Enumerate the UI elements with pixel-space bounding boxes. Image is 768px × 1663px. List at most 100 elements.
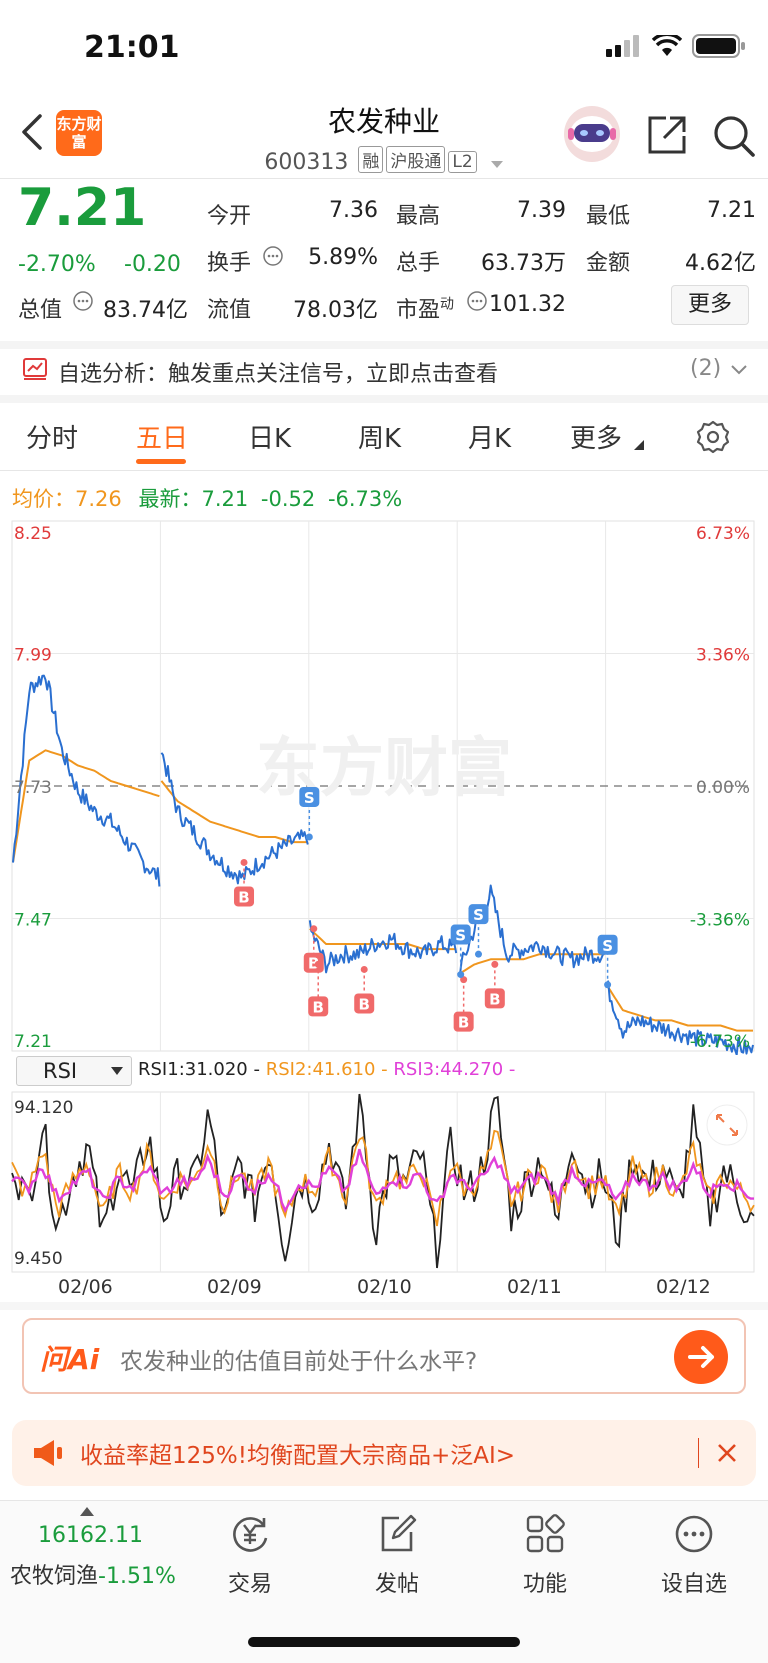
svg-text:B: B	[458, 1014, 469, 1032]
ask-ai-box[interactable]: 问Ai 农发种业的估值目前处于什么水平?	[22, 1318, 746, 1394]
stat-value-open: 7.36	[329, 198, 378, 223]
stock-subtitle[interactable]: 600313 融沪股通 L2	[0, 146, 768, 175]
tab-intraday[interactable]: 分时	[26, 424, 79, 454]
close-icon[interactable]	[716, 1442, 738, 1464]
arrow-right-icon	[688, 1346, 714, 1368]
stat-label-amount: 金额	[586, 251, 631, 276]
stat-label-mktcap: 总值	[18, 298, 63, 323]
sell-signal[interactable]: S	[597, 934, 618, 989]
index-change: -1.51%	[98, 1564, 176, 1589]
sell-signal[interactable]: S	[450, 924, 471, 979]
info-icon[interactable]	[262, 245, 284, 267]
nav-item-trade[interactable]: 交易	[210, 1510, 290, 1600]
stat-label-float: 流值	[207, 298, 252, 323]
svg-text:S: S	[304, 789, 315, 807]
grid-icon	[526, 1514, 565, 1553]
rsi2-label: RSI2:41.610 -	[265, 1059, 388, 1080]
tab-weekly-k[interactable]: 周K	[358, 424, 402, 454]
rsi1-label: RSI1:31.020 -	[138, 1059, 260, 1080]
nav-item-post[interactable]: 发帖	[357, 1510, 437, 1600]
chart-alert-icon	[23, 358, 47, 380]
indicator-name: RSI	[43, 1059, 78, 1083]
ask-submit-button[interactable]	[674, 1330, 728, 1384]
svg-text:B: B	[489, 990, 500, 1008]
status-icons	[606, 34, 746, 58]
tag-margin: 融	[358, 146, 384, 173]
gear-icon[interactable]	[696, 420, 730, 454]
home-indicator[interactable]	[248, 1637, 520, 1647]
price-axis-label: 7.47	[14, 911, 52, 931]
index-line[interactable]: 农牧饲渔-1.51%	[10, 1558, 176, 1590]
buy-signal[interactable]: B	[234, 858, 255, 907]
avg-value: 7.26	[75, 487, 122, 511]
buy-signal[interactable]: B	[484, 960, 505, 1009]
stat-value-float: 78.03亿	[293, 298, 378, 323]
tabs-divider	[0, 470, 768, 471]
alert-count: (2)	[690, 356, 722, 381]
promo-text: 收益率超125%!均衡配置大宗商品+泛AI>	[80, 1443, 516, 1469]
price-axis-label: 7.73	[14, 778, 52, 798]
change-value: -0.20	[124, 252, 181, 277]
nav-label-trade: 交易	[227, 1572, 272, 1597]
last-pct: -6.73%	[327, 487, 403, 511]
price-line-day-0	[12, 674, 161, 887]
x-tick-0: 02/06	[58, 1276, 113, 1298]
caret-down-icon	[111, 1067, 123, 1075]
nav-label-functions: 功能	[522, 1572, 567, 1597]
sell-signal[interactable]: S	[299, 786, 320, 841]
rsi3-line	[11, 1148, 754, 1214]
robot-avatar-icon[interactable]	[560, 104, 624, 164]
stock-code: 600313	[264, 150, 349, 175]
stat-value-high: 7.39	[517, 198, 566, 223]
signal-icon	[606, 35, 639, 57]
status-time: 21:01	[84, 30, 180, 65]
pct-axis-label: 3.36%	[696, 646, 750, 666]
buy-signal[interactable]: B	[453, 976, 474, 1032]
x-tick-2: 02/10	[357, 1276, 412, 1298]
price-axis-label: 7.21	[14, 1032, 52, 1052]
last-change: -0.52	[260, 487, 316, 511]
tab-daily-k[interactable]: 日K	[248, 424, 292, 454]
chart-legend: 均价：7.26 最新：7.21 -0.52 -6.73%	[12, 483, 402, 513]
pct-axis-label: 6.73%	[696, 524, 750, 544]
last-price: 7.21	[18, 178, 147, 238]
tab-monthly-k[interactable]: 月K	[468, 424, 512, 454]
tab-more[interactable]: 更多	[570, 424, 623, 454]
pe-sup: 动	[440, 296, 455, 313]
alert-row[interactable]	[0, 341, 768, 403]
x-tick-4: 02/12	[656, 1276, 711, 1298]
more-dots-icon	[675, 1515, 713, 1553]
sell-signal[interactable]: S	[468, 904, 489, 958]
info-icon[interactable]	[72, 290, 94, 312]
buy-signal[interactable]: B	[354, 965, 375, 1014]
indicator-select[interactable]: RSI	[16, 1056, 132, 1086]
info-icon[interactable]	[466, 290, 488, 312]
stat-value-volume: 63.73万	[481, 251, 566, 276]
edit-icon	[381, 1514, 417, 1552]
watermark: 东方财富	[256, 732, 512, 806]
rsi-chart[interactable]: 94.120 9.450	[0, 1090, 768, 1275]
rsi-max-label: 94.120	[14, 1098, 73, 1118]
tab-five-day[interactable]: 五日	[136, 424, 189, 454]
nav-label-post: 发帖	[374, 1572, 419, 1597]
price-line-day-1	[160, 752, 309, 885]
avg-line-day-0	[12, 749, 160, 863]
price-line-day-4	[605, 980, 754, 1055]
nav-item-add-watchlist[interactable]: 设自选	[654, 1510, 734, 1600]
stock-title: 农发种业	[327, 105, 440, 138]
nav-item-functions[interactable]: 功能	[505, 1510, 585, 1600]
more-button[interactable]: 更多	[671, 285, 749, 325]
price-axis-label: 7.99	[14, 646, 52, 666]
search-icon[interactable]	[712, 114, 756, 158]
nav-label-add-watchlist: 设自选	[660, 1572, 727, 1597]
promo-banner[interactable]: 收益率超125%!均衡配置大宗商品+泛AI>	[12, 1420, 756, 1486]
share-icon[interactable]	[646, 114, 688, 156]
svg-text:B: B	[359, 995, 370, 1013]
back-icon[interactable]	[18, 112, 44, 152]
rsi2-line	[11, 1129, 755, 1227]
index-value[interactable]: 16162.11	[38, 1523, 143, 1548]
last-value: 7.21	[201, 487, 249, 511]
expand-icon[interactable]	[706, 1104, 748, 1146]
buy-signal[interactable]: B	[308, 960, 329, 1017]
